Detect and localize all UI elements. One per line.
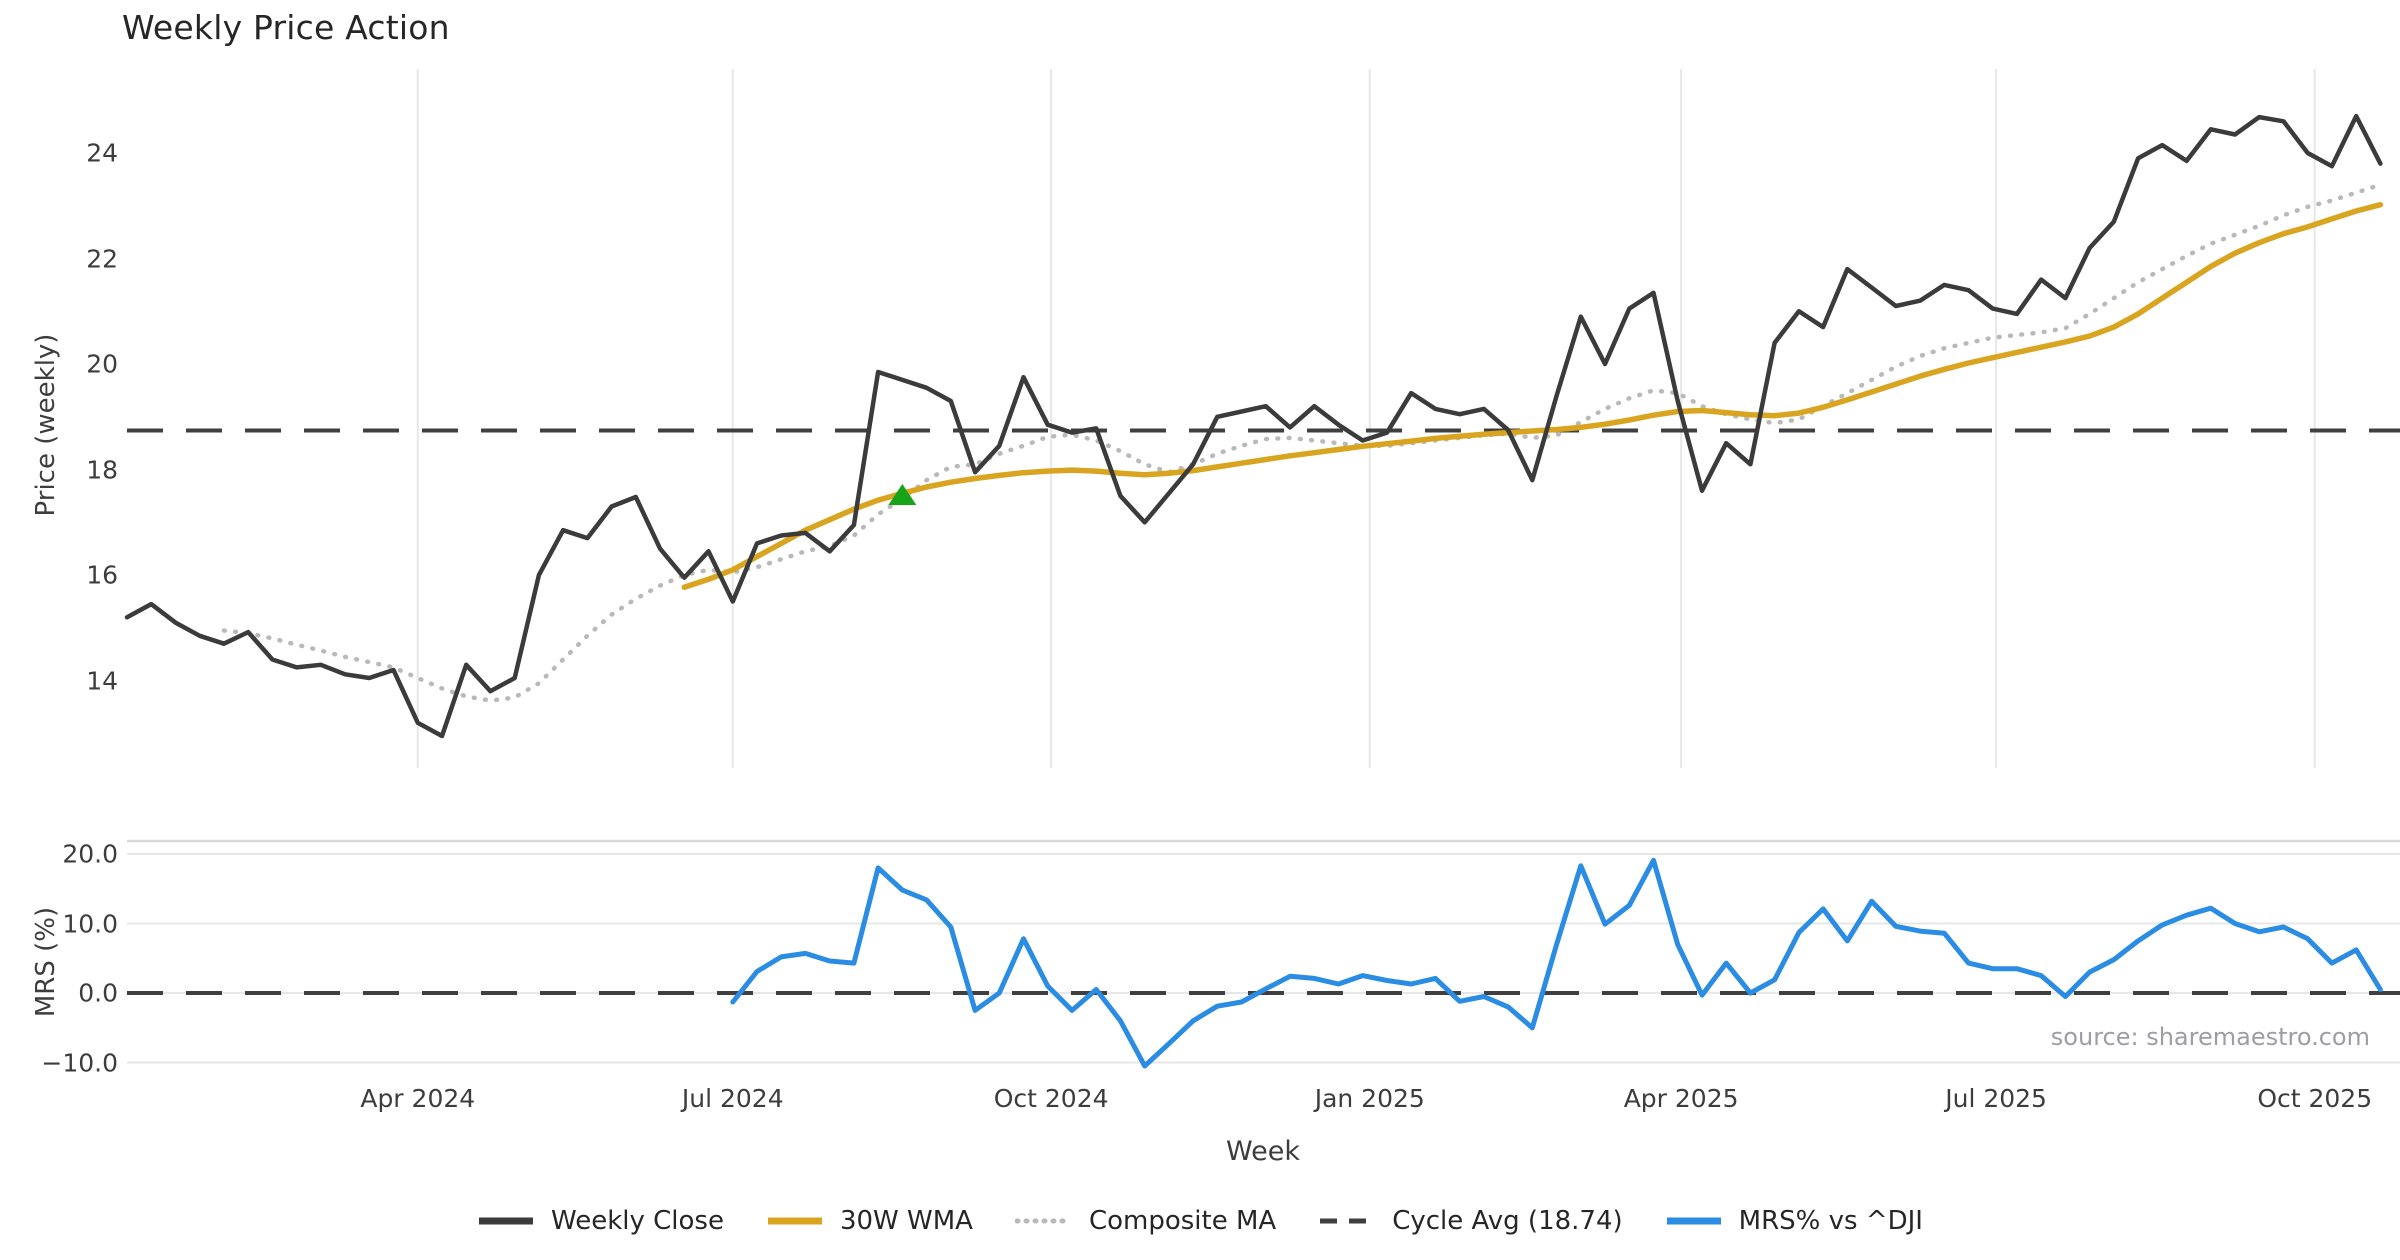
mrs-ytick-20: 20.0 xyxy=(62,839,118,869)
page-title: Weekly Price Action xyxy=(122,8,450,47)
x-axis-title: Week xyxy=(1226,1136,1300,1167)
xtick-jan-2025: Jan 2025 xyxy=(1314,1084,1425,1113)
xtick-jul-2025: Jul 2025 xyxy=(1945,1084,2047,1113)
buy-signal-triangle-icon xyxy=(888,483,917,505)
chart-legend: Weekly Close 30W WMA Composite MA Cycle Avg… xyxy=(0,1206,2400,1236)
legend-label: MRS% vs ^DJI xyxy=(1738,1206,1923,1236)
legend-item-composite-ma: Composite MA xyxy=(1014,1206,1277,1236)
xtick-apr-2025: Apr 2025 xyxy=(1623,1084,1739,1113)
price-ytick-20: 20 xyxy=(86,349,118,379)
xtick-apr-2024: Apr 2024 xyxy=(360,1084,476,1113)
wma-30w-line xyxy=(681,201,2384,590)
legend-item-cycle-avg-18-74-: Cycle Avg (18.74) xyxy=(1318,1206,1623,1236)
legend-swatch-solid-icon xyxy=(767,1217,822,1225)
legend-swatch-dashed-icon xyxy=(1320,1218,1375,1224)
composite-ma-line xyxy=(221,182,2383,703)
mrs-line xyxy=(730,857,2383,1069)
legend-label: Cycle Avg (18.74) xyxy=(1392,1206,1623,1236)
mrs-ytick-10: 10.0 xyxy=(62,909,118,938)
price-ytick-14: 14 xyxy=(86,666,118,696)
xtick-oct-2025: Oct 2025 xyxy=(2257,1084,2373,1113)
mrs-ytick-0: 0.0 xyxy=(78,978,118,1008)
legend-label: Weekly Close xyxy=(551,1206,724,1236)
price-ytick-22: 22 xyxy=(86,244,118,274)
price-ytick-16: 16 xyxy=(86,560,118,590)
weekly-close-line xyxy=(124,113,2383,739)
source-note: source: sharemaestro.com xyxy=(2050,1023,2370,1051)
price-ytick-24: 24 xyxy=(86,138,118,168)
xtick-oct-2024: Oct 2024 xyxy=(993,1084,1109,1113)
legend-item-mrs-vs-dji: MRS% vs ^DJI xyxy=(1665,1206,1923,1236)
legend-item-30w-wma: 30W WMA xyxy=(766,1206,973,1236)
legend-label: Composite MA xyxy=(1088,1206,1277,1236)
price-ytick-18: 18 xyxy=(86,455,118,485)
legend-label: 30W WMA xyxy=(839,1206,973,1236)
legend-item-weekly-close: Weekly Close xyxy=(477,1206,724,1236)
mrs-ytick--10: −10.0 xyxy=(41,1048,118,1077)
legend-swatch-solid-icon xyxy=(1666,1217,1721,1225)
legend-swatch-solid-icon xyxy=(479,1217,534,1225)
xtick-jul-2024: Jul 2024 xyxy=(681,1084,784,1113)
legend-swatch-dotted-icon xyxy=(1014,1218,1073,1224)
